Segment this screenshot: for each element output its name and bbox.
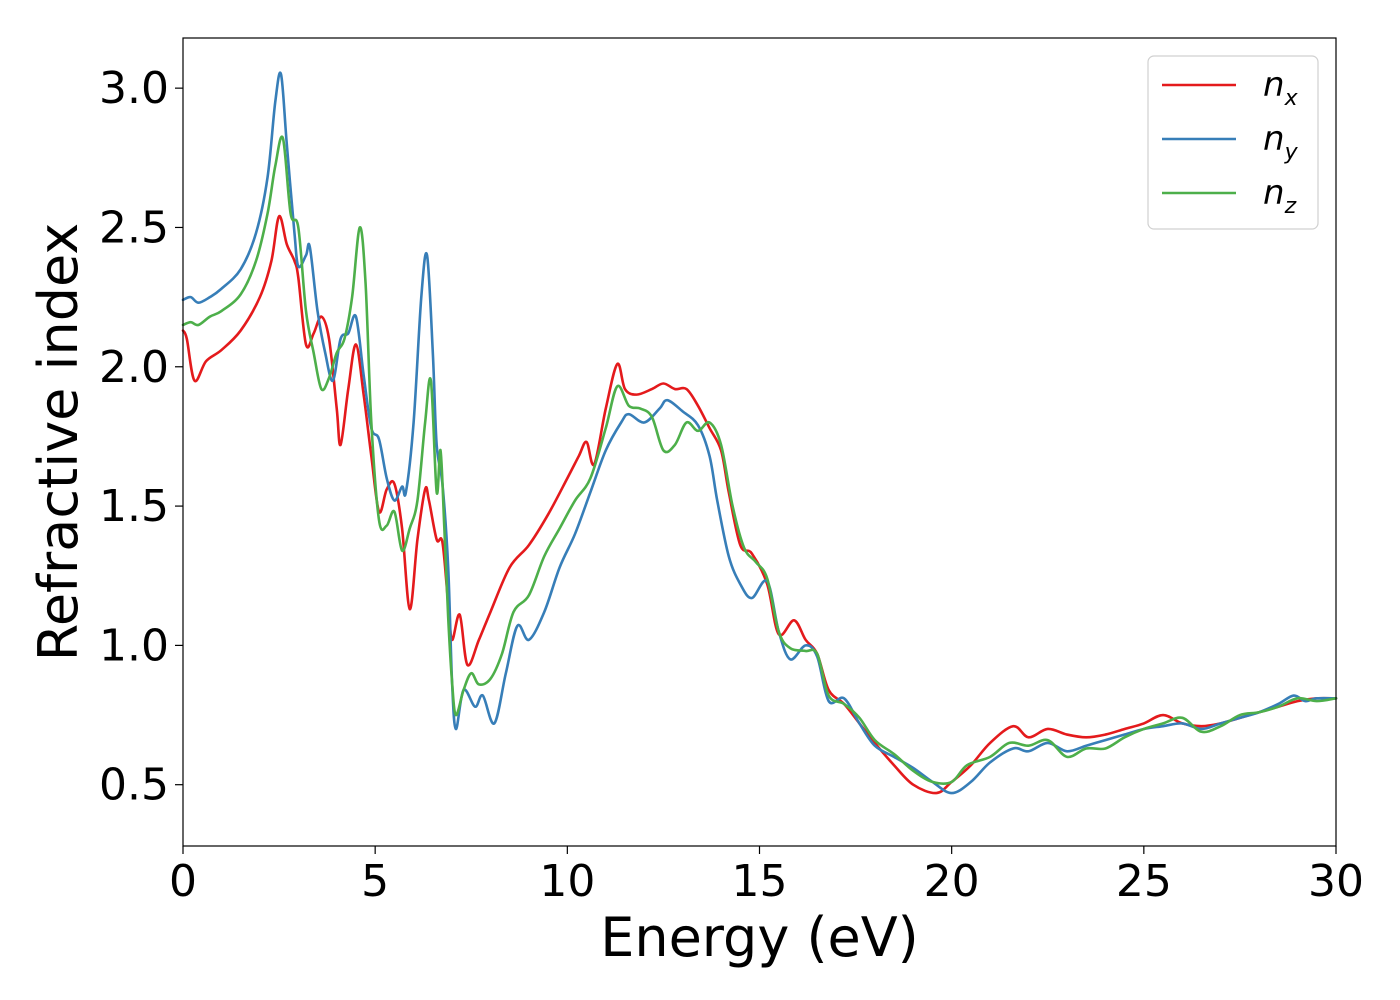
y-tick-label: 1.0 xyxy=(99,620,169,671)
y-tick-label: 3.0 xyxy=(99,63,169,114)
y-tick-label: 2.0 xyxy=(99,342,169,393)
x-tick-label: 0 xyxy=(169,856,197,907)
y-axis: 0.5 1.0 1.5 2.0 2.5 3.0 xyxy=(99,63,183,811)
series-line-z xyxy=(181,135,1338,785)
y-tick-label: 1.5 xyxy=(99,481,169,532)
x-axis-label: Energy (eV) xyxy=(600,906,919,969)
x-tick-label: 10 xyxy=(539,856,595,907)
x-tick-label: 30 xyxy=(1308,856,1364,907)
x-tick-label: 5 xyxy=(361,856,389,907)
x-tick-label: 20 xyxy=(924,856,980,907)
series-line-x xyxy=(181,215,1338,795)
legend-subscript: z xyxy=(1284,194,1297,219)
y-axis-label: Refractive index xyxy=(27,223,90,662)
legend-subscript: x xyxy=(1284,86,1299,111)
x-tick-label: 15 xyxy=(732,856,788,907)
x-axis: 0 5 10 15 20 25 30 xyxy=(169,846,1364,907)
y-tick-label: 0.5 xyxy=(99,760,169,811)
x-tick-label: 25 xyxy=(1116,856,1172,907)
series-line-y xyxy=(181,71,1338,795)
y-tick-label: 2.5 xyxy=(99,202,169,253)
series-lines xyxy=(181,71,1338,795)
legend-box xyxy=(1147,55,1319,230)
legend-subscript: y xyxy=(1284,140,1299,165)
